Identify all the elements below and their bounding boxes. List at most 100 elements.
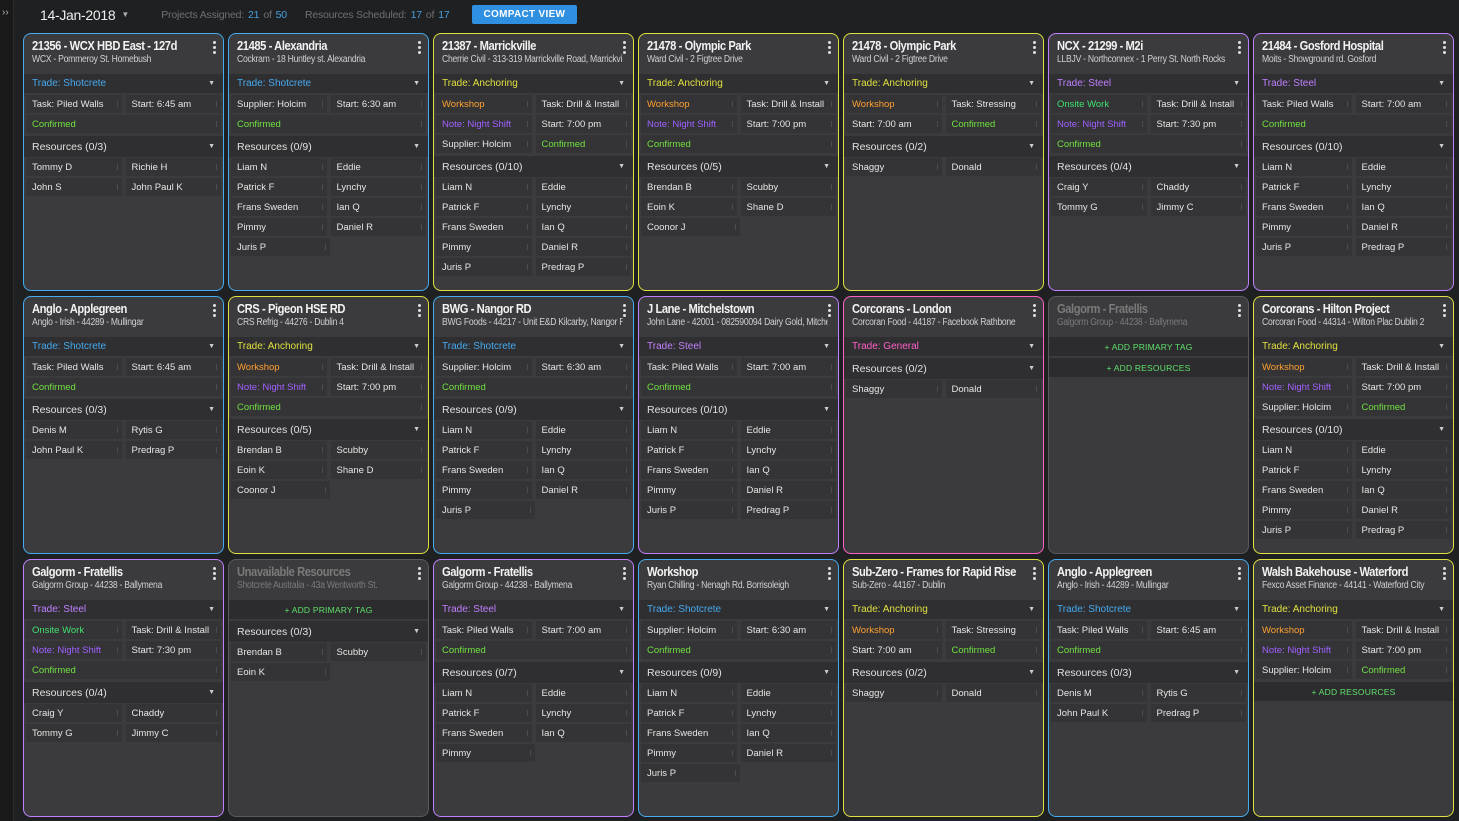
resource-chip[interactable]: Liam N [231, 158, 327, 176]
resource-chip[interactable]: Donald [945, 684, 1041, 702]
resource-chip[interactable]: Denis M [26, 421, 122, 439]
kebab-menu-icon[interactable] [1443, 304, 1447, 318]
resource-chip[interactable]: Juris P [641, 501, 737, 519]
detail-field[interactable]: Task: Piled Walls [641, 358, 737, 376]
resource-chip[interactable]: Liam N [436, 421, 532, 439]
detail-field[interactable]: Confirmed [436, 641, 631, 659]
detail-field[interactable]: Task: Piled Walls [436, 621, 532, 639]
detail-field[interactable]: Task: Drill & Install [1355, 621, 1451, 639]
resource-chip[interactable]: John Paul K [26, 441, 122, 459]
resources-header[interactable]: Resources (0/10) ▼ [434, 156, 633, 177]
resource-chip[interactable]: Patrick F [436, 441, 532, 459]
resources-header[interactable]: Resources (0/2) ▼ [844, 662, 1043, 683]
trade-selector[interactable]: Trade: Anchoring ▼ [1254, 600, 1453, 619]
resource-chip[interactable]: Pimmy [231, 218, 327, 236]
resource-chip[interactable]: Frans Sweden [641, 461, 737, 479]
detail-field[interactable]: Workshop [1256, 358, 1352, 376]
trade-selector[interactable]: Trade: Anchoring ▼ [844, 600, 1043, 619]
resource-chip[interactable]: Jimmy C [125, 724, 221, 742]
resource-chip[interactable]: John S [26, 178, 122, 196]
detail-field[interactable]: Note: Night Shift [26, 641, 122, 659]
resource-chip[interactable]: Frans Sweden [1256, 481, 1352, 499]
resources-header[interactable]: Resources (0/5) ▼ [229, 419, 428, 440]
trade-selector[interactable]: Trade: Steel ▼ [1254, 74, 1453, 93]
detail-field[interactable]: Confirmed [1051, 641, 1246, 659]
resource-chip[interactable]: Lynchy [740, 441, 836, 459]
project-card[interactable]: J Lane - Mitchelstown John Lane - 42001 -… [638, 296, 839, 554]
detail-field[interactable]: Task: Piled Walls [1051, 621, 1147, 639]
resource-chip[interactable]: Predrag P [535, 258, 631, 276]
resource-chip[interactable]: Craig Y [26, 704, 122, 722]
resource-chip[interactable]: Ian Q [1355, 198, 1451, 216]
resource-chip[interactable]: Scubby [740, 178, 836, 196]
resource-chip[interactable]: Lynchy [1355, 461, 1451, 479]
kebab-menu-icon[interactable] [623, 41, 627, 55]
resource-chip[interactable]: Ian Q [535, 461, 631, 479]
kebab-menu-icon[interactable] [1033, 41, 1037, 55]
trade-selector[interactable]: Trade: Anchoring ▼ [844, 74, 1043, 93]
detail-field[interactable]: Note: Night Shift [436, 115, 532, 133]
resource-chip[interactable]: Liam N [436, 684, 532, 702]
detail-field[interactable]: Task: Stressing [945, 621, 1041, 639]
trade-selector[interactable]: Trade: Shotcrete ▼ [229, 74, 428, 93]
resource-chip[interactable]: Coonor J [231, 481, 330, 499]
detail-field[interactable]: Workshop [436, 95, 532, 113]
resources-header[interactable]: Resources (0/7) ▼ [434, 662, 633, 683]
kebab-menu-icon[interactable] [418, 41, 422, 55]
detail-field[interactable]: Workshop [231, 358, 327, 376]
detail-field[interactable]: Supplier: Holcim [436, 358, 532, 376]
detail-field[interactable]: Note: Night Shift [231, 378, 327, 396]
resource-chip[interactable]: Ian Q [535, 724, 631, 742]
detail-field[interactable]: Start: 7:30 pm [1150, 115, 1246, 133]
resource-chip[interactable]: Pimmy [436, 481, 532, 499]
resource-chip[interactable]: Liam N [436, 178, 532, 196]
detail-field[interactable]: Onsite Work [1051, 95, 1147, 113]
detail-field[interactable]: Confirmed [26, 115, 221, 133]
detail-field[interactable]: Workshop [641, 95, 737, 113]
resources-header[interactable]: Resources (0/10) ▼ [639, 399, 838, 420]
kebab-menu-icon[interactable] [1443, 567, 1447, 581]
resource-chip[interactable]: Eddie [535, 178, 631, 196]
resource-chip[interactable]: Pimmy [1256, 501, 1352, 519]
kebab-menu-icon[interactable] [1238, 41, 1242, 55]
resource-chip[interactable]: Ian Q [330, 198, 426, 216]
resources-header[interactable]: Resources (0/2) ▼ [844, 358, 1043, 379]
kebab-menu-icon[interactable] [828, 304, 832, 318]
detail-field[interactable]: Confirmed [231, 115, 426, 133]
resource-chip[interactable]: Shaggy [846, 684, 942, 702]
resource-chip[interactable]: John Paul K [125, 178, 221, 196]
kebab-menu-icon[interactable] [1238, 567, 1242, 581]
trade-selector[interactable]: Trade: Steel ▼ [639, 337, 838, 356]
trade-selector[interactable]: Trade: Shotcrete ▼ [434, 337, 633, 356]
add-resources-button[interactable]: + ADD RESOURCES [1049, 358, 1248, 377]
resource-chip[interactable]: Chaddy [125, 704, 221, 722]
resource-chip[interactable]: Donald [945, 380, 1041, 398]
add-resources-button[interactable]: + ADD RESOURCES [1254, 682, 1453, 701]
detail-field[interactable]: Task: Piled Walls [26, 95, 122, 113]
resource-chip[interactable]: Predrag P [740, 501, 836, 519]
resources-header[interactable]: Resources (0/3) ▼ [24, 399, 223, 420]
project-card[interactable]: 21478 - Olympic Park Ward Civil - 2 Figtr… [843, 33, 1044, 291]
resource-chip[interactable]: Frans Sweden [641, 724, 737, 742]
detail-field[interactable]: Supplier: Holcim [231, 95, 327, 113]
resource-chip[interactable]: Ian Q [740, 461, 836, 479]
resource-chip[interactable]: Rytis G [125, 421, 221, 439]
resource-chip[interactable]: Daniel R [740, 744, 836, 762]
trade-selector[interactable]: Trade: Anchoring ▼ [1254, 337, 1453, 356]
detail-field[interactable]: Start: 6:30 am [330, 95, 426, 113]
resource-chip[interactable]: Shane D [740, 198, 836, 216]
detail-field[interactable]: Start: 6:45 am [125, 95, 221, 113]
resource-chip[interactable]: Tommy D [26, 158, 122, 176]
resource-chip[interactable]: Chaddy [1150, 178, 1246, 196]
resource-chip[interactable]: Juris P [1256, 521, 1352, 539]
resource-chip[interactable]: Tommy G [1051, 198, 1147, 216]
kebab-menu-icon[interactable] [1238, 304, 1242, 318]
detail-field[interactable]: Note: Night Shift [1256, 378, 1352, 396]
detail-field[interactable]: Workshop [846, 621, 942, 639]
resource-chip[interactable]: Ian Q [1355, 481, 1451, 499]
resource-chip[interactable]: Eoin K [641, 198, 737, 216]
resource-chip[interactable]: Ian Q [740, 724, 836, 742]
resource-chip[interactable]: Predrag P [1355, 238, 1451, 256]
detail-field[interactable]: Start: 7:30 pm [125, 641, 221, 659]
detail-field[interactable]: Workshop [1256, 621, 1352, 639]
